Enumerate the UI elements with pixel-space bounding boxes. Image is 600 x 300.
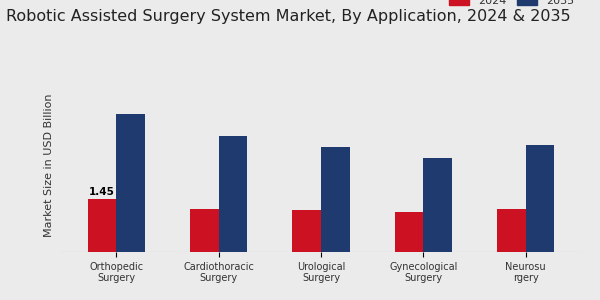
Bar bbox=[116, 114, 145, 252]
Bar bbox=[497, 209, 526, 252]
Legend: 2024, 2035: 2024, 2035 bbox=[446, 0, 577, 8]
Bar bbox=[218, 136, 247, 252]
Bar bbox=[292, 210, 321, 252]
Y-axis label: Market Size in USD Billion: Market Size in USD Billion bbox=[44, 93, 55, 237]
Text: 1.45: 1.45 bbox=[89, 187, 115, 196]
Bar bbox=[190, 208, 218, 252]
Bar bbox=[424, 158, 452, 252]
Bar bbox=[526, 145, 554, 252]
Bar bbox=[321, 147, 350, 252]
Text: Robotic Assisted Surgery System Market, By Application, 2024 & 2035: Robotic Assisted Surgery System Market, … bbox=[6, 9, 571, 24]
Bar bbox=[88, 200, 116, 252]
Bar bbox=[395, 212, 424, 252]
